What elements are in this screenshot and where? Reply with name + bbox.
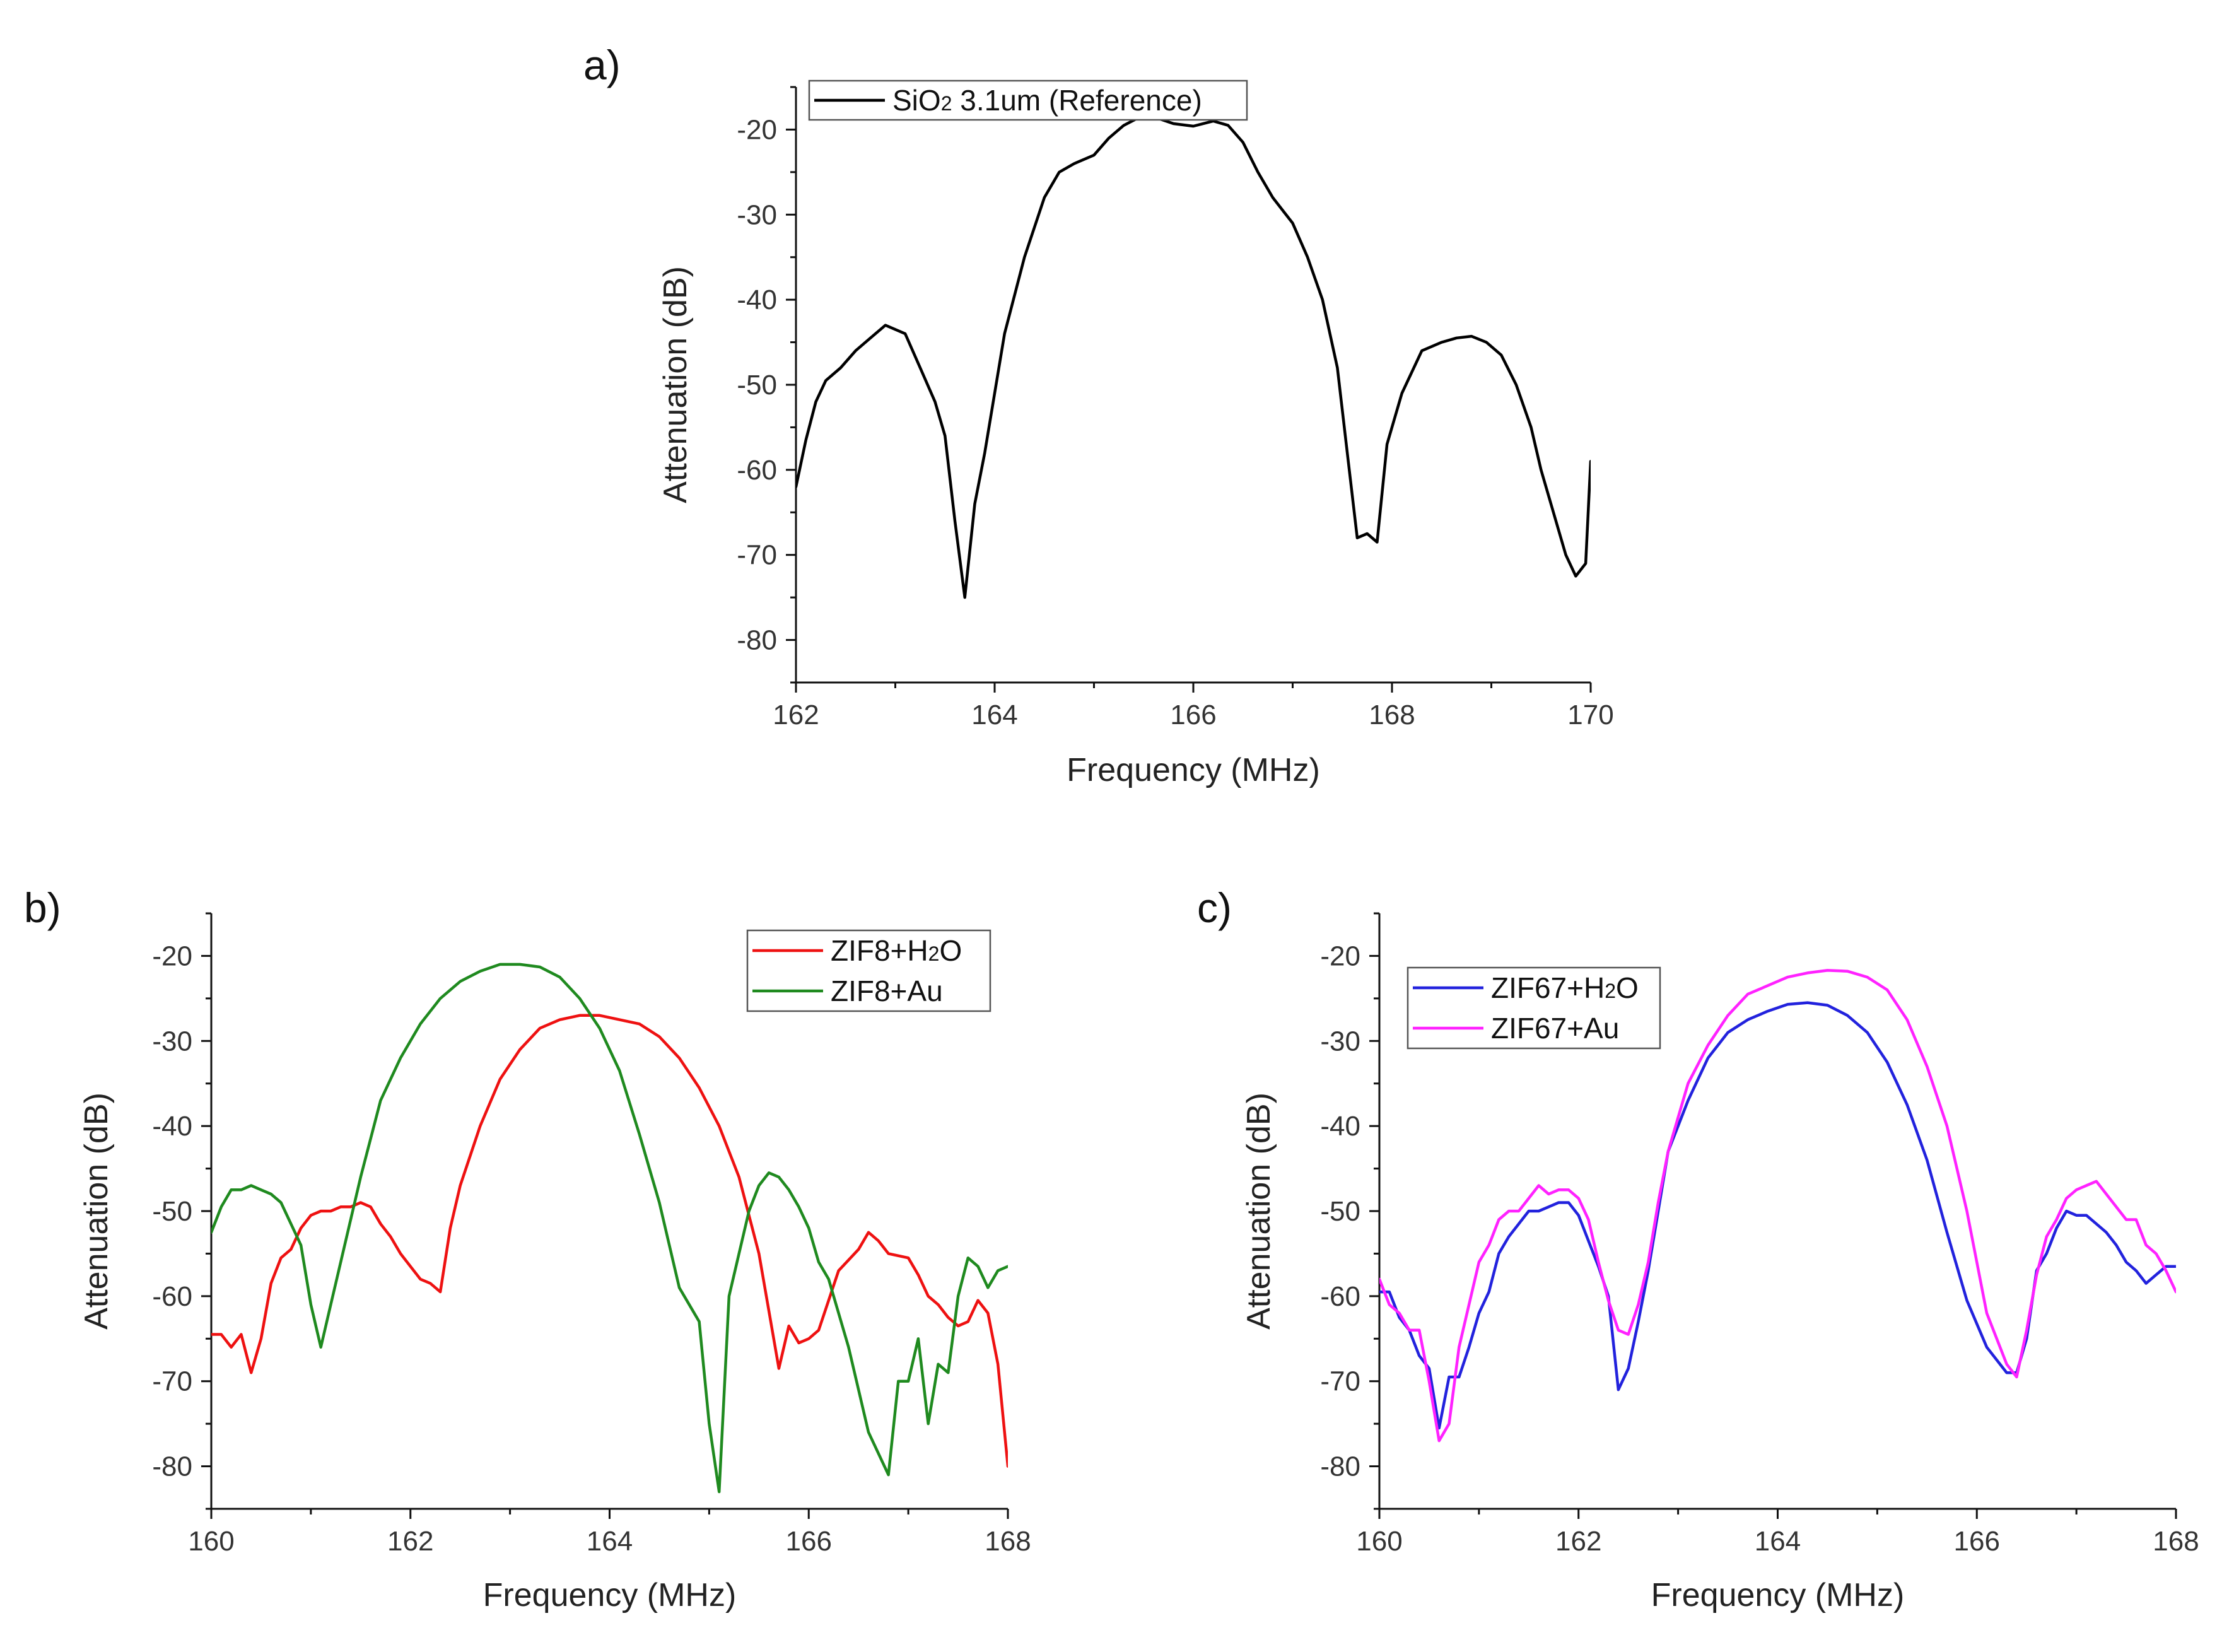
- y-tick-label: -40: [152, 1111, 192, 1142]
- chart-panel-a: a) 162 164 166 168 170 -20 -30 -40 -50 -60 -70 -80 Fr…: [583, 42, 1614, 788]
- legend-text-main: ZIF8+H: [831, 934, 928, 967]
- legend-text-main: ZIF67+Au: [1491, 1012, 1619, 1045]
- legend-entry-label: ZIF67+H2O: [1491, 971, 1639, 1004]
- legend-text-main: SiO: [892, 84, 941, 117]
- chart-panel-b: b) 160 162 164 166 168 -20 -30 -40 -50 -60 -70 -80 Fr…: [24, 884, 1031, 1614]
- legend-text-subscript: 2: [928, 942, 940, 965]
- x-tick-label: 164: [971, 700, 1017, 730]
- y-tick-label: -30: [152, 1026, 192, 1057]
- y-axis-title: Attenuation (dB): [1241, 1093, 1277, 1330]
- x-tick-label: 162: [1555, 1526, 1601, 1557]
- y-tick-label: -80: [1320, 1451, 1360, 1482]
- x-tick-label: 170: [1567, 700, 1613, 730]
- legend: SiO2 3.1um (Reference): [808, 79, 1248, 121]
- x-tick-label: 164: [587, 1526, 633, 1557]
- series-line-zif8-au: [211, 963, 1008, 1494]
- legend-text-main: ZIF8+Au: [831, 975, 943, 1007]
- x-tick-label: 168: [985, 1526, 1031, 1557]
- x-tick-label: 168: [2153, 1526, 2199, 1557]
- y-tick-label: -80: [152, 1451, 192, 1482]
- x-axis-title: Frequency (MHz): [1651, 1577, 1905, 1614]
- y-tick-label: -20: [152, 940, 192, 971]
- legend-text-rest: O: [939, 934, 962, 967]
- legend-entry-label: ZIF8+H2O: [831, 934, 962, 967]
- legend-entry-label: ZIF8+Au: [831, 975, 943, 1007]
- x-tick-label: 164: [1755, 1526, 1801, 1557]
- y-tick-label: -20: [737, 114, 777, 145]
- legend-entry-label: SiO2 3.1um (Reference): [892, 84, 1202, 117]
- y-axis-title: Attenuation (dB): [657, 266, 694, 503]
- y-axis-title: Attenuation (dB): [78, 1093, 115, 1330]
- y-tick-label: -60: [152, 1281, 192, 1312]
- panel-label-a: a): [583, 42, 621, 88]
- legend-text-subscript: 2: [1605, 980, 1616, 1002]
- y-tick-label: -60: [1320, 1281, 1360, 1312]
- x-tick-label: 162: [773, 700, 819, 730]
- legend: ZIF8+H2O ZIF8+Au: [746, 929, 991, 1012]
- chart-panel-c: c) 160 162 164 166 168 -20 -30 -40 -50 -60 -70 -80 Fr…: [1197, 884, 2199, 1614]
- y-tick-label: -20: [1320, 940, 1360, 971]
- y-tick-label: -50: [152, 1196, 192, 1227]
- x-tick-label: 166: [786, 1526, 832, 1557]
- legend-box: [1406, 966, 1661, 1050]
- y-tick-label: -50: [1320, 1196, 1360, 1227]
- x-tick-label: 162: [387, 1526, 433, 1557]
- y-tick-label: -80: [737, 625, 777, 656]
- legend-box: [746, 929, 991, 1012]
- legend-text-rest: 3.1um (Reference): [952, 84, 1202, 117]
- panel-label-b: b): [24, 884, 61, 931]
- y-tick-label: -30: [1320, 1026, 1360, 1057]
- legend-text-rest: O: [1616, 971, 1639, 1004]
- legend-text-main: ZIF67+H: [1491, 971, 1605, 1004]
- legend-entry-label: ZIF67+Au: [1491, 1012, 1619, 1045]
- series-line-sio2-3-1um-reference-: [796, 115, 1591, 599]
- legend-text-subscript: 2: [941, 92, 952, 115]
- x-axis-title: Frequency (MHz): [483, 1577, 737, 1614]
- x-tick-label: 160: [188, 1526, 234, 1557]
- y-tick-label: -70: [152, 1366, 192, 1397]
- y-tick-label: -60: [737, 455, 777, 486]
- x-tick-label: 166: [1954, 1526, 2000, 1557]
- series-line-zif8-h2o: [211, 1014, 1008, 1468]
- series-line-zif67-au: [1379, 969, 2176, 1443]
- legend: ZIF67+H2O ZIF67+Au: [1406, 966, 1661, 1050]
- x-axis-title: Frequency (MHz): [1067, 752, 1320, 788]
- y-tick-label: -70: [737, 540, 777, 571]
- x-tick-label: 166: [1170, 700, 1216, 730]
- y-tick-label: -70: [1320, 1366, 1360, 1397]
- x-tick-label: 160: [1356, 1526, 1402, 1557]
- panel-label-c: c): [1197, 884, 1232, 931]
- y-tick-label: -30: [737, 199, 777, 230]
- x-tick-label: 168: [1369, 700, 1415, 730]
- series-line-zif67-h2o: [1379, 1001, 2176, 1430]
- y-tick-label: -40: [1320, 1111, 1360, 1142]
- y-tick-label: -40: [737, 284, 777, 315]
- y-tick-label: -50: [737, 370, 777, 401]
